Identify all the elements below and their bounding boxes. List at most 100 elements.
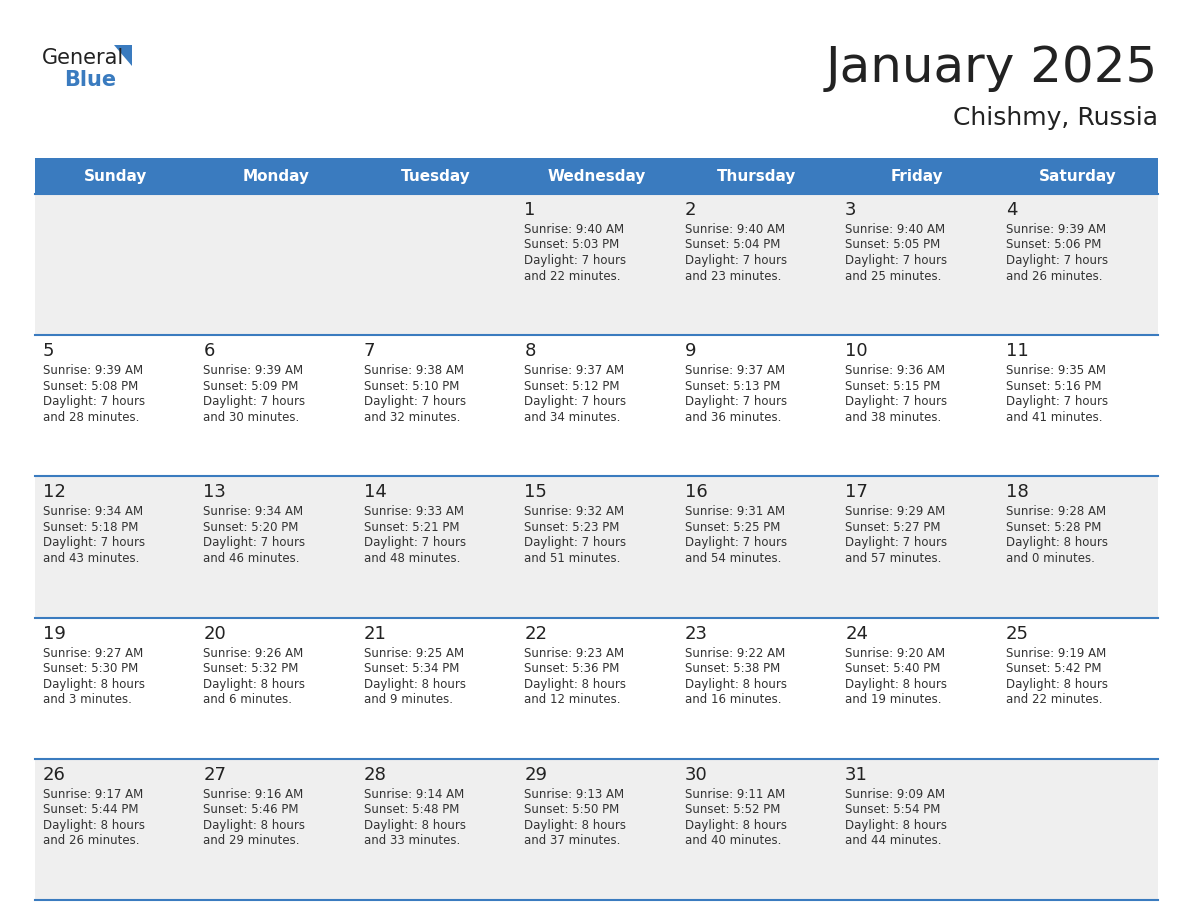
Text: 25: 25: [1005, 624, 1029, 643]
Text: and 34 minutes.: and 34 minutes.: [524, 410, 620, 424]
Text: Sunrise: 9:14 AM: Sunrise: 9:14 AM: [364, 788, 465, 800]
Text: and 3 minutes.: and 3 minutes.: [43, 693, 132, 706]
Text: Sunset: 5:15 PM: Sunset: 5:15 PM: [845, 380, 941, 393]
Text: Daylight: 8 hours: Daylight: 8 hours: [203, 819, 305, 832]
Text: and 40 minutes.: and 40 minutes.: [684, 834, 781, 847]
Text: Sunset: 5:05 PM: Sunset: 5:05 PM: [845, 239, 941, 252]
Text: and 33 minutes.: and 33 minutes.: [364, 834, 460, 847]
Text: 23: 23: [684, 624, 708, 643]
Text: and 6 minutes.: and 6 minutes.: [203, 693, 292, 706]
Text: Daylight: 8 hours: Daylight: 8 hours: [43, 677, 145, 690]
Text: Sunset: 5:27 PM: Sunset: 5:27 PM: [845, 521, 941, 534]
Text: and 25 minutes.: and 25 minutes.: [845, 270, 942, 283]
Text: Daylight: 7 hours: Daylight: 7 hours: [845, 536, 947, 549]
Text: Sunrise: 9:35 AM: Sunrise: 9:35 AM: [1005, 364, 1106, 377]
Text: Daylight: 7 hours: Daylight: 7 hours: [684, 254, 786, 267]
Text: and 32 minutes.: and 32 minutes.: [364, 410, 460, 424]
Bar: [34, 759, 1158, 900]
Text: 31: 31: [845, 766, 868, 784]
Text: Sunset: 5:23 PM: Sunset: 5:23 PM: [524, 521, 620, 534]
Text: 2: 2: [684, 201, 696, 219]
Text: and 38 minutes.: and 38 minutes.: [845, 410, 941, 424]
Text: Sunrise: 9:09 AM: Sunrise: 9:09 AM: [845, 788, 946, 800]
Text: Friday: Friday: [891, 169, 943, 184]
Text: Sunset: 5:54 PM: Sunset: 5:54 PM: [845, 803, 941, 816]
Text: Sunset: 5:10 PM: Sunset: 5:10 PM: [364, 380, 460, 393]
Text: Sunrise: 9:32 AM: Sunrise: 9:32 AM: [524, 506, 625, 519]
Text: and 22 minutes.: and 22 minutes.: [1005, 693, 1102, 706]
Text: General: General: [42, 48, 125, 68]
Text: Sunset: 5:09 PM: Sunset: 5:09 PM: [203, 380, 299, 393]
Bar: [34, 476, 1158, 618]
Text: Sunrise: 9:22 AM: Sunrise: 9:22 AM: [684, 646, 785, 660]
Text: Daylight: 8 hours: Daylight: 8 hours: [364, 677, 466, 690]
Text: Sunset: 5:08 PM: Sunset: 5:08 PM: [43, 380, 138, 393]
Text: Sunrise: 9:27 AM: Sunrise: 9:27 AM: [43, 646, 144, 660]
Text: Sunrise: 9:40 AM: Sunrise: 9:40 AM: [684, 223, 785, 236]
Text: and 30 minutes.: and 30 minutes.: [203, 410, 299, 424]
Text: Daylight: 8 hours: Daylight: 8 hours: [684, 677, 786, 690]
Text: Sunset: 5:38 PM: Sunset: 5:38 PM: [684, 662, 781, 675]
Text: 8: 8: [524, 342, 536, 360]
Text: Sunset: 5:44 PM: Sunset: 5:44 PM: [43, 803, 139, 816]
Text: 20: 20: [203, 624, 226, 643]
Text: Sunrise: 9:39 AM: Sunrise: 9:39 AM: [203, 364, 304, 377]
Bar: [34, 194, 1158, 335]
Text: and 9 minutes.: and 9 minutes.: [364, 693, 453, 706]
Text: Sunset: 5:06 PM: Sunset: 5:06 PM: [1005, 239, 1101, 252]
Text: Daylight: 8 hours: Daylight: 8 hours: [684, 819, 786, 832]
Text: Daylight: 8 hours: Daylight: 8 hours: [845, 819, 947, 832]
Text: and 22 minutes.: and 22 minutes.: [524, 270, 621, 283]
Text: Sunset: 5:13 PM: Sunset: 5:13 PM: [684, 380, 781, 393]
Text: and 36 minutes.: and 36 minutes.: [684, 410, 781, 424]
Text: Sunrise: 9:37 AM: Sunrise: 9:37 AM: [684, 364, 785, 377]
Text: Sunrise: 9:37 AM: Sunrise: 9:37 AM: [524, 364, 625, 377]
Text: Daylight: 7 hours: Daylight: 7 hours: [364, 396, 466, 409]
Text: and 37 minutes.: and 37 minutes.: [524, 834, 620, 847]
Text: 7: 7: [364, 342, 375, 360]
Text: 29: 29: [524, 766, 548, 784]
Text: Daylight: 8 hours: Daylight: 8 hours: [43, 819, 145, 832]
Text: Daylight: 7 hours: Daylight: 7 hours: [364, 536, 466, 549]
Bar: [34, 335, 1158, 476]
Text: Sunset: 5:34 PM: Sunset: 5:34 PM: [364, 662, 460, 675]
Text: Sunday: Sunday: [83, 169, 147, 184]
Text: Saturday: Saturday: [1040, 169, 1117, 184]
Text: and 26 minutes.: and 26 minutes.: [1005, 270, 1102, 283]
Text: 21: 21: [364, 624, 387, 643]
Text: Sunset: 5:50 PM: Sunset: 5:50 PM: [524, 803, 619, 816]
Text: and 46 minutes.: and 46 minutes.: [203, 552, 299, 565]
Text: Daylight: 7 hours: Daylight: 7 hours: [684, 536, 786, 549]
Text: 12: 12: [43, 484, 65, 501]
Text: and 48 minutes.: and 48 minutes.: [364, 552, 460, 565]
Text: Wednesday: Wednesday: [548, 169, 646, 184]
Text: Sunrise: 9:17 AM: Sunrise: 9:17 AM: [43, 788, 144, 800]
Text: January 2025: January 2025: [826, 44, 1158, 92]
Text: Sunset: 5:30 PM: Sunset: 5:30 PM: [43, 662, 138, 675]
Text: Sunrise: 9:28 AM: Sunrise: 9:28 AM: [1005, 506, 1106, 519]
Text: and 54 minutes.: and 54 minutes.: [684, 552, 781, 565]
Text: Daylight: 8 hours: Daylight: 8 hours: [845, 677, 947, 690]
Text: Sunrise: 9:26 AM: Sunrise: 9:26 AM: [203, 646, 304, 660]
Text: Sunrise: 9:40 AM: Sunrise: 9:40 AM: [845, 223, 946, 236]
Text: Daylight: 7 hours: Daylight: 7 hours: [684, 396, 786, 409]
Text: Daylight: 8 hours: Daylight: 8 hours: [203, 677, 305, 690]
Text: Sunset: 5:32 PM: Sunset: 5:32 PM: [203, 662, 299, 675]
Text: 10: 10: [845, 342, 867, 360]
Text: 27: 27: [203, 766, 227, 784]
Text: Sunrise: 9:11 AM: Sunrise: 9:11 AM: [684, 788, 785, 800]
Text: and 16 minutes.: and 16 minutes.: [684, 693, 782, 706]
Text: Daylight: 7 hours: Daylight: 7 hours: [524, 254, 626, 267]
Text: Sunrise: 9:40 AM: Sunrise: 9:40 AM: [524, 223, 625, 236]
Text: Sunset: 5:04 PM: Sunset: 5:04 PM: [684, 239, 781, 252]
Text: Sunset: 5:21 PM: Sunset: 5:21 PM: [364, 521, 460, 534]
Text: Sunrise: 9:25 AM: Sunrise: 9:25 AM: [364, 646, 465, 660]
Text: Sunrise: 9:39 AM: Sunrise: 9:39 AM: [1005, 223, 1106, 236]
Text: and 12 minutes.: and 12 minutes.: [524, 693, 621, 706]
Text: and 29 minutes.: and 29 minutes.: [203, 834, 299, 847]
Text: and 19 minutes.: and 19 minutes.: [845, 693, 942, 706]
Text: and 0 minutes.: and 0 minutes.: [1005, 552, 1094, 565]
Text: 1: 1: [524, 201, 536, 219]
Text: Sunrise: 9:31 AM: Sunrise: 9:31 AM: [684, 506, 785, 519]
Text: 22: 22: [524, 624, 548, 643]
